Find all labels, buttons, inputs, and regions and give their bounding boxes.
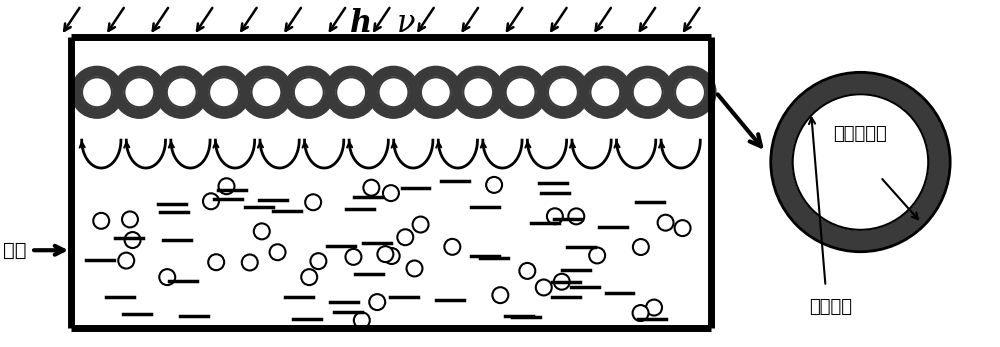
Circle shape <box>771 72 950 252</box>
Circle shape <box>301 269 317 285</box>
Circle shape <box>547 208 563 224</box>
Text: ν: ν <box>397 8 415 39</box>
Text: 光催化剂: 光催化剂 <box>809 298 852 315</box>
Circle shape <box>283 66 335 118</box>
Circle shape <box>675 220 691 236</box>
Circle shape <box>492 287 508 303</box>
Circle shape <box>203 193 219 209</box>
Circle shape <box>554 274 570 290</box>
Circle shape <box>383 185 399 201</box>
Circle shape <box>675 77 705 107</box>
Circle shape <box>589 247 605 263</box>
Circle shape <box>198 66 250 118</box>
Circle shape <box>486 177 502 193</box>
Circle shape <box>548 77 578 107</box>
Circle shape <box>251 77 281 107</box>
Circle shape <box>219 178 234 194</box>
Circle shape <box>444 239 460 255</box>
Circle shape <box>354 312 370 328</box>
Circle shape <box>156 66 208 118</box>
Circle shape <box>407 261 422 277</box>
Circle shape <box>519 263 535 279</box>
Circle shape <box>113 66 165 118</box>
Circle shape <box>495 66 546 118</box>
Circle shape <box>568 209 584 224</box>
Circle shape <box>590 77 620 107</box>
Circle shape <box>633 239 649 255</box>
Text: h: h <box>350 8 372 39</box>
Circle shape <box>71 66 123 118</box>
Circle shape <box>369 294 385 310</box>
Text: 空气: 空气 <box>3 241 26 260</box>
Circle shape <box>506 77 536 107</box>
Circle shape <box>242 254 258 270</box>
Circle shape <box>336 77 366 107</box>
Circle shape <box>82 77 112 107</box>
Circle shape <box>363 180 379 196</box>
Circle shape <box>413 217 429 232</box>
Circle shape <box>93 213 109 229</box>
Circle shape <box>536 279 552 295</box>
Circle shape <box>658 215 674 231</box>
Circle shape <box>633 305 649 321</box>
Circle shape <box>310 253 326 269</box>
Circle shape <box>379 77 408 107</box>
Circle shape <box>633 77 663 107</box>
Circle shape <box>294 77 324 107</box>
Circle shape <box>384 248 400 264</box>
Circle shape <box>579 66 631 118</box>
Circle shape <box>664 66 716 118</box>
Circle shape <box>270 244 286 260</box>
Circle shape <box>122 211 138 227</box>
Circle shape <box>421 77 451 107</box>
Circle shape <box>159 269 175 285</box>
Circle shape <box>345 249 361 265</box>
Circle shape <box>463 77 493 107</box>
Circle shape <box>241 66 292 118</box>
Circle shape <box>209 77 239 107</box>
Circle shape <box>167 77 197 107</box>
Circle shape <box>410 66 462 118</box>
Circle shape <box>452 66 504 118</box>
Circle shape <box>368 66 419 118</box>
Circle shape <box>537 66 589 118</box>
Circle shape <box>793 94 928 230</box>
Circle shape <box>622 66 674 118</box>
Circle shape <box>124 77 154 107</box>
Circle shape <box>254 223 270 239</box>
Circle shape <box>377 246 393 262</box>
Circle shape <box>125 232 141 248</box>
Circle shape <box>397 229 413 245</box>
Circle shape <box>325 66 377 118</box>
Circle shape <box>305 194 321 210</box>
Circle shape <box>118 253 134 269</box>
Circle shape <box>646 299 662 315</box>
Circle shape <box>208 254 224 270</box>
Text: 空腔玻璃珠: 空腔玻璃珠 <box>834 125 887 143</box>
